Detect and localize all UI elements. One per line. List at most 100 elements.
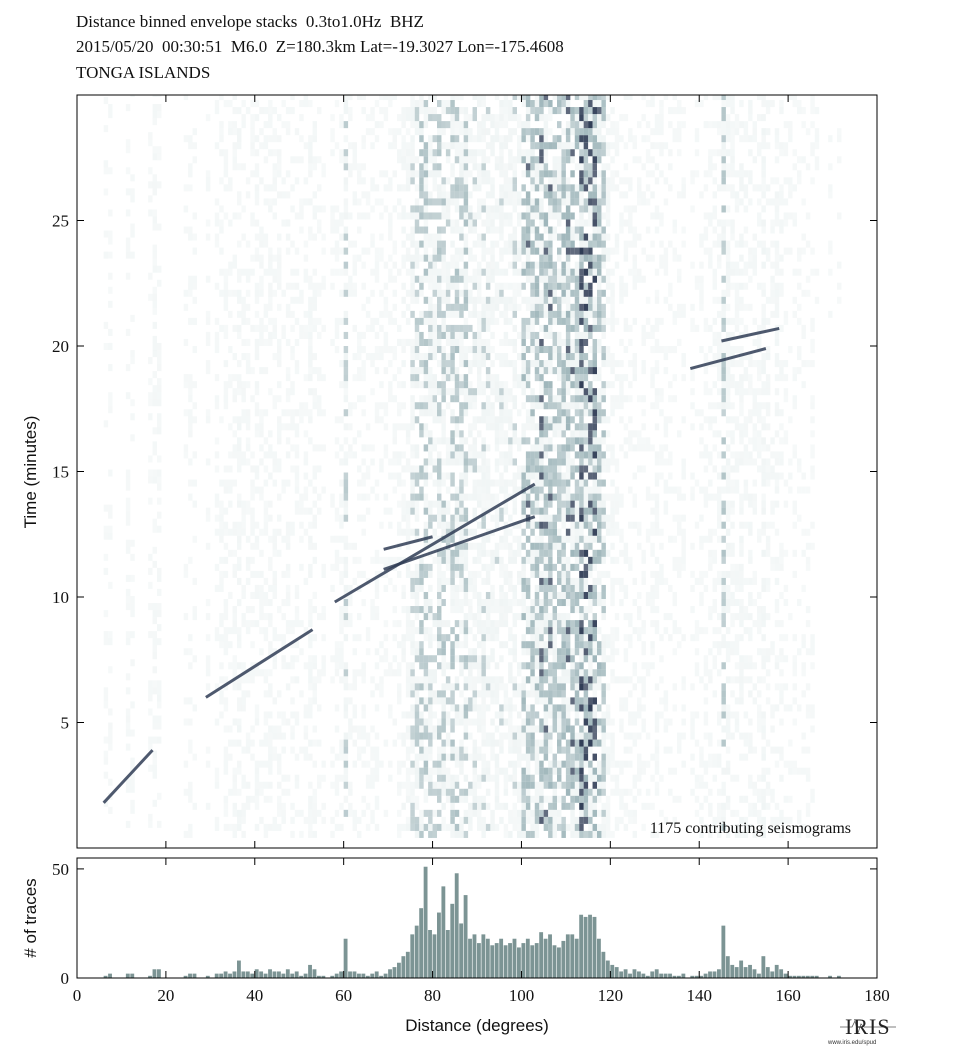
heatmap-cell	[281, 718, 286, 726]
heatmap-cell	[565, 458, 571, 466]
heatmap-cell	[485, 458, 491, 466]
heatmap-cell	[543, 816, 549, 824]
heatmap-cell	[539, 324, 544, 332]
heatmap-cell	[499, 563, 504, 571]
heatmap-cell	[263, 627, 269, 635]
heatmap-cell	[157, 223, 162, 231]
heatmap-cell	[428, 353, 433, 361]
heatmap-cell	[277, 416, 282, 424]
heatmap-cell	[237, 634, 242, 642]
heatmap-cell	[570, 156, 575, 164]
heatmap-cell	[352, 816, 357, 824]
heatmap-cell	[308, 317, 313, 325]
heatmap-cell	[294, 500, 300, 508]
heatmap-cell	[450, 170, 455, 178]
heatmap-cell	[232, 823, 237, 831]
heatmap-cell	[348, 444, 353, 452]
heatmap-cell	[557, 100, 562, 108]
heatmap-cell	[468, 704, 473, 712]
heatmap-cell	[228, 423, 233, 431]
heatmap-cell	[414, 816, 420, 824]
heatmap-cell	[188, 556, 193, 564]
heatmap-cell	[579, 697, 584, 705]
heatmap-cell	[223, 795, 229, 803]
heatmap-cell	[108, 511, 113, 519]
heatmap-cell	[308, 704, 313, 712]
heatmap-cell	[241, 591, 246, 600]
heatmap-cell	[303, 507, 309, 515]
heatmap-cell	[423, 570, 429, 578]
heatmap-cell	[428, 388, 433, 396]
heatmap-cell	[374, 317, 380, 325]
heatmap-cell	[508, 662, 513, 670]
heatmap-cell	[357, 556, 362, 564]
heatmap-cell	[463, 233, 469, 241]
heatmap-cell	[557, 282, 562, 290]
heatmap-cell	[232, 254, 237, 262]
heatmap-cell	[468, 367, 473, 375]
heatmap-cell	[548, 620, 553, 628]
heatmap-cell	[468, 212, 473, 220]
heatmap-cell	[428, 718, 433, 726]
heatmap-cell	[561, 198, 566, 206]
heatmap-cell	[477, 493, 482, 501]
heatmap-cell	[543, 795, 549, 803]
heatmap-cell	[294, 338, 300, 346]
heatmap-cell	[477, 718, 482, 726]
heatmap-cell	[477, 338, 482, 346]
heatmap-cell	[521, 100, 526, 108]
heatmap-cell	[108, 342, 113, 351]
heatmap-cell	[334, 324, 340, 332]
heatmap-cell	[534, 676, 540, 684]
heatmap-cell	[317, 465, 322, 473]
heatmap-cell	[485, 275, 491, 283]
heatmap-cell	[290, 655, 295, 663]
heatmap-cell	[481, 416, 486, 424]
heatmap-cell	[299, 135, 304, 143]
heatmap-cell	[401, 655, 406, 663]
heatmap-cell	[428, 627, 433, 635]
heatmap-cell	[188, 458, 193, 466]
heatmap-cell	[352, 149, 357, 157]
heatmap-cell	[512, 430, 517, 438]
heatmap-cell	[214, 198, 220, 206]
heatmap-cell	[357, 430, 362, 438]
heatmap-cell	[423, 458, 429, 466]
heatmap-cell	[552, 430, 557, 438]
heatmap-cell	[512, 613, 517, 621]
heatmap-cell	[432, 655, 437, 663]
heatmap-cell	[312, 296, 317, 304]
heatmap-cell	[241, 416, 246, 424]
heatmap-cell	[308, 613, 313, 621]
heatmap-cell	[268, 107, 273, 115]
heatmap-cell	[343, 395, 349, 403]
heatmap-cell	[472, 458, 477, 466]
heatmap-cell	[525, 268, 531, 276]
heatmap-cell	[565, 802, 571, 810]
heatmap-cell	[432, 725, 437, 733]
heatmap-cell	[561, 570, 566, 578]
heatmap-cell	[445, 577, 451, 585]
heatmap-cell	[414, 353, 420, 361]
heatmap-cell	[281, 732, 286, 740]
heatmap-cell	[570, 458, 575, 466]
heatmap-cell	[450, 191, 455, 199]
heatmap-cell	[530, 781, 535, 789]
heatmap-cell	[410, 233, 415, 241]
heatmap-cell	[388, 317, 393, 325]
heatmap-cell	[245, 676, 251, 684]
heatmap-cell	[463, 317, 469, 325]
heatmap-cell	[334, 648, 340, 656]
heatmap-cell	[312, 739, 317, 747]
heatmap-cell	[223, 634, 229, 642]
heatmap-cell	[259, 233, 264, 241]
heatmap-cell	[268, 690, 273, 698]
heatmap-cell	[392, 240, 397, 248]
heatmap-cell	[557, 170, 562, 178]
heatmap-cell	[517, 219, 522, 227]
heatmap-cell	[148, 603, 153, 611]
heatmap-cell	[285, 591, 291, 600]
heatmap-cell	[477, 816, 482, 824]
heatmap-cell	[503, 563, 509, 571]
heatmap-cell	[157, 420, 162, 428]
